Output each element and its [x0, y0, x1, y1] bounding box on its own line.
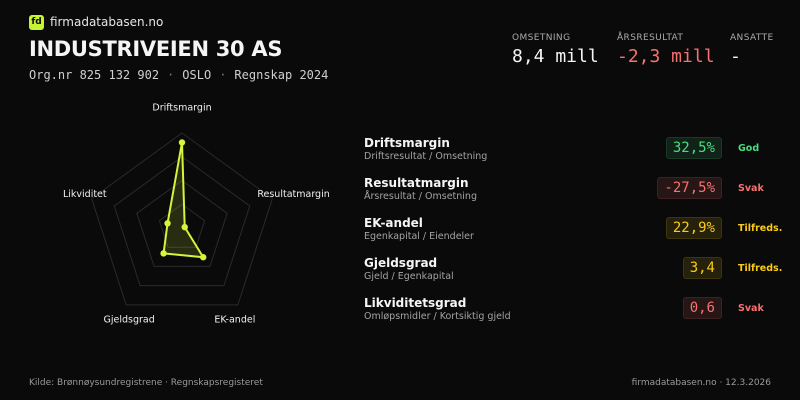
meta: Org.nr 825 132 902 · OSLO · Regnskap 2024 — [29, 68, 328, 82]
meta-item: Org.nr 825 132 902 — [29, 68, 160, 82]
axis-label: Driftsmargin — [152, 103, 211, 114]
metric-status: God — [738, 143, 760, 154]
site-date: firmadatabasen.no · 12.3.2026 — [631, 378, 771, 388]
metric-status: Tilfreds. — [738, 223, 783, 234]
stat-label: OMSETNING — [512, 33, 571, 43]
metric-name: Likviditetsgrad — [364, 296, 467, 310]
radar-chart: Driftsmargin Resultatmargin EK-andel Gjelds… — [63, 103, 330, 326]
radar-point — [164, 220, 171, 227]
radar-point — [200, 254, 207, 261]
metric-value: 3,4 — [682, 257, 722, 279]
stat-value: - — [730, 46, 741, 67]
metric-formula: Årsresultat / Omsetning — [364, 191, 477, 202]
axis-label: Resultatmargin — [257, 189, 329, 200]
brand: firmadatabasen.no — [50, 15, 164, 29]
metric-status: Svak — [738, 303, 764, 314]
metric-name: EK-andel — [364, 216, 423, 230]
axis-label: Gjeldsgrad — [104, 314, 155, 325]
metric-formula: Omløpsmidler / Kortsiktig gjeld — [364, 311, 511, 322]
metric-formula: Egenkapital / Eiendeler — [364, 231, 474, 242]
radar-point — [181, 223, 188, 231]
metric-value: 32,5% — [665, 137, 722, 159]
axis-label: Likviditet — [63, 189, 107, 200]
metric-formula: Gjeld / Egenkapital — [364, 271, 454, 282]
radar-point — [178, 139, 186, 146]
grid-ring — [113, 156, 251, 287]
metric-status: Svak — [738, 183, 764, 194]
meta-item: Regnskap 2024 — [234, 68, 329, 82]
metric-name: Driftsmargin — [364, 136, 450, 150]
logo: fd — [29, 15, 44, 30]
stat-label: ÅRSRESULTAT — [617, 33, 684, 43]
radar-area — [162, 141, 205, 259]
stat-label: ANSATTE — [730, 33, 774, 43]
stat-value: 8,4 mill — [512, 46, 599, 67]
metric-name: Resultatmargin — [364, 176, 469, 190]
grid-ring — [136, 179, 228, 267]
meta-item: OSLO — [182, 68, 212, 82]
metric-name: Gjeldsgrad — [364, 256, 438, 270]
grid-ring — [91, 132, 273, 306]
metric-value: 22,9% — [665, 217, 722, 239]
stat-value: -2,3 mill — [617, 46, 715, 67]
company-title: INDUSTRIVEIEN 30 AS — [29, 37, 283, 61]
grid-ring — [158, 203, 206, 248]
metric-value: 0,6 — [682, 297, 722, 319]
axis-label: EK-andel — [214, 314, 255, 325]
separator: · — [219, 68, 227, 82]
metric-value: -27,5% — [657, 177, 722, 199]
radar-point — [160, 250, 167, 257]
metric-formula: Driftsresultat / Omsetning — [364, 151, 488, 162]
source: Kilde: Brønnøysundregistrene · Regnskaps… — [29, 378, 263, 388]
metric-status: Tilfreds. — [738, 263, 783, 274]
separator: · — [167, 68, 175, 82]
